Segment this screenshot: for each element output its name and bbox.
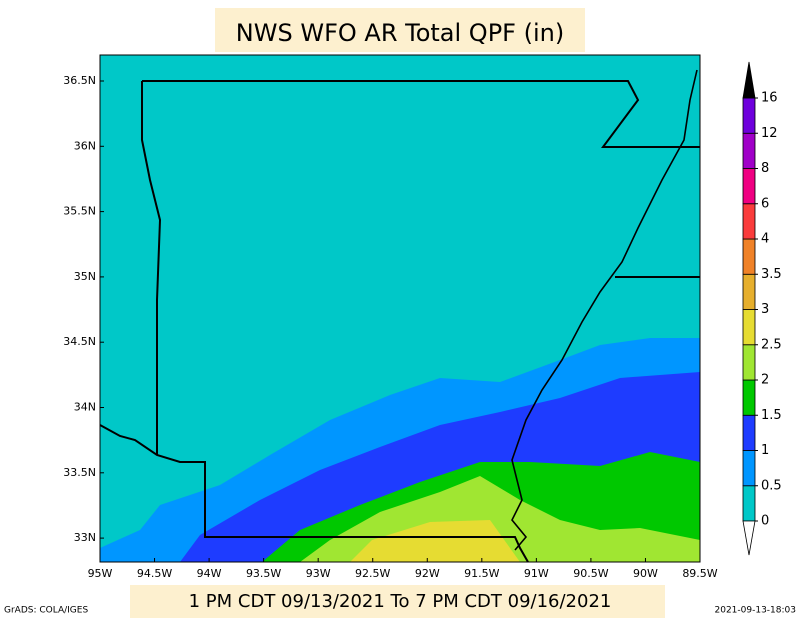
qpf-band xyxy=(350,520,520,562)
longitude-label: 92.5W xyxy=(355,567,390,580)
title: NWS WFO AR Total QPF (in) xyxy=(236,19,564,47)
longitude-label: 91W xyxy=(524,567,549,580)
colorbar-segment xyxy=(742,168,756,205)
timestamp: 2021-09-13-18:03 xyxy=(715,606,797,616)
colorbar-label: 0 xyxy=(761,514,769,529)
colorbar-segment xyxy=(742,485,756,522)
longitude-label: 90W xyxy=(633,567,658,580)
colorbar-segment xyxy=(742,344,756,381)
latitude-label: 36.5N xyxy=(63,74,96,87)
title-box xyxy=(215,8,585,52)
colorbar-segment xyxy=(742,203,756,240)
longitude-label: 89.5W xyxy=(682,567,717,580)
colorbar-label: 3.5 xyxy=(761,267,782,282)
longitude-label: 90.5W xyxy=(573,567,608,580)
colorbar-label: 2 xyxy=(761,373,769,388)
latitude-label: 34N xyxy=(74,401,96,414)
colorbar-label: 0.5 xyxy=(761,478,782,493)
map xyxy=(99,54,701,563)
colorbar-over xyxy=(742,61,756,99)
colorbar-under xyxy=(742,520,756,556)
colorbar-segment xyxy=(742,97,756,134)
colorbar-label: 16 xyxy=(761,91,778,106)
colorbar-label: 1 xyxy=(761,443,769,458)
colorbar-segment xyxy=(742,379,756,416)
map-frame xyxy=(99,54,701,563)
colorbar-label: 1.5 xyxy=(761,408,782,423)
longitude-label: 94.5W xyxy=(137,567,172,580)
colorbar-segment xyxy=(742,273,756,310)
credit: GrADS: COLA/IGES xyxy=(4,606,88,616)
colorbar-label: 2.5 xyxy=(761,337,782,352)
period-box xyxy=(130,585,665,618)
colorbar-segment xyxy=(742,238,756,275)
colorbar-label: 4 xyxy=(761,232,769,247)
state-borders xyxy=(100,69,700,562)
longitude-label: 93W xyxy=(306,567,331,580)
colorbar-label: 6 xyxy=(761,196,769,211)
colorbar-segment xyxy=(742,132,756,169)
colorbar-label: 8 xyxy=(761,161,769,176)
colorbar-segment xyxy=(742,450,756,487)
latitude-label: 33.5N xyxy=(63,466,96,479)
latitude-label: 33N xyxy=(74,531,96,544)
latitude-label: 36N xyxy=(74,139,96,152)
longitude-label: 93.5W xyxy=(246,567,281,580)
longitude-label: 91.5W xyxy=(464,567,499,580)
colorbar-segment xyxy=(742,414,756,451)
latitude-label: 35N xyxy=(74,270,96,283)
latitude-label: 34.5N xyxy=(63,335,96,348)
colorbar-label: 3 xyxy=(761,302,769,317)
colorbar-segment xyxy=(742,309,756,346)
colorbar: 0 0.5 1 1.5 2 2.5 3 3.5 4 6 8 12 16 xyxy=(742,61,782,556)
period: 1 PM CDT 09/13/2021 To 7 PM CDT 09/16/20… xyxy=(189,591,612,612)
longitude-label: 92W xyxy=(415,567,440,580)
latitude-label: 35.5N xyxy=(63,205,96,218)
longitude-label: 95W xyxy=(88,567,113,580)
colorbar-label: 12 xyxy=(761,126,778,141)
longitude-label: 94W xyxy=(197,567,222,580)
